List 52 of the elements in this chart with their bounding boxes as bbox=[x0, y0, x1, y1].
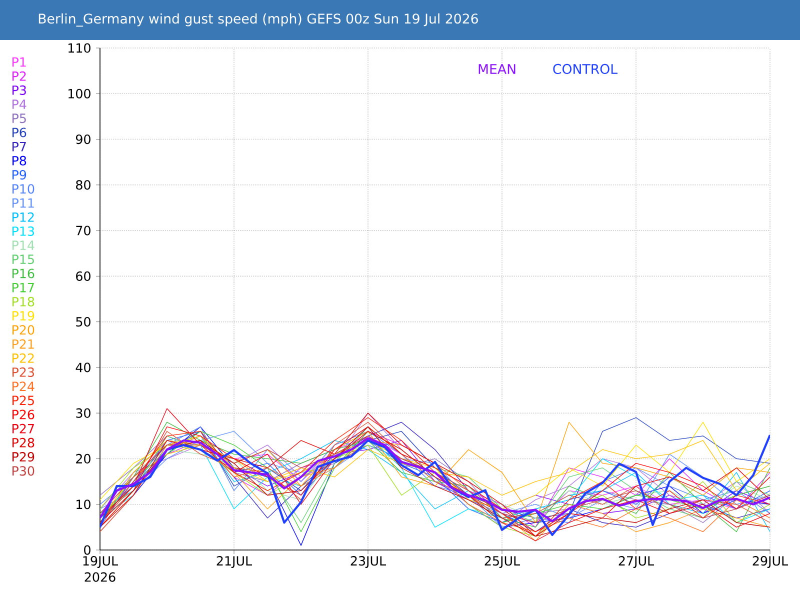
y-tick-label: 100 bbox=[68, 88, 90, 98]
text: P6 bbox=[12, 128, 26, 138]
text: P14 bbox=[12, 240, 34, 250]
text: P2 bbox=[12, 71, 26, 81]
text: P29 bbox=[12, 452, 34, 462]
text: P12 bbox=[12, 212, 34, 222]
y-tick-label: 70 bbox=[76, 226, 90, 236]
y-tick-label: 10 bbox=[76, 500, 90, 510]
text: P17 bbox=[12, 282, 34, 292]
y-tick-label: 40 bbox=[76, 362, 90, 372]
text: P25 bbox=[12, 396, 34, 406]
x-tick-label: 23JUL bbox=[350, 556, 386, 568]
text: P16 bbox=[12, 268, 34, 278]
y-tick-label: 60 bbox=[76, 271, 90, 281]
text: P7 bbox=[12, 142, 26, 152]
x-tick-label: 27JUL bbox=[618, 556, 654, 568]
text: P21 bbox=[12, 339, 34, 349]
y-tick-label: 80 bbox=[76, 180, 90, 190]
text: P8 bbox=[12, 156, 26, 166]
text: P13 bbox=[12, 226, 34, 236]
y-tick-label: 110 bbox=[68, 43, 90, 53]
text: P20 bbox=[12, 325, 34, 335]
text: P24 bbox=[12, 382, 34, 391]
text: P23 bbox=[12, 367, 34, 377]
x-tick-label: 25JUL bbox=[484, 556, 520, 568]
text: P3 bbox=[12, 85, 26, 95]
text: P15 bbox=[12, 254, 34, 264]
text: P1 bbox=[12, 57, 26, 67]
text: P11 bbox=[12, 198, 34, 208]
chart-title: Berlin_Germany wind gust speed (mph) GEFS 00z Sun 19 Jul 2026 bbox=[38, 13, 478, 27]
text: CONTROL bbox=[553, 64, 618, 74]
text: P19 bbox=[12, 311, 34, 321]
x-tick-label: 29JUL bbox=[752, 556, 788, 568]
text: 2026 bbox=[84, 572, 116, 582]
text: P26 bbox=[12, 410, 34, 420]
text: P9 bbox=[12, 170, 26, 180]
y-tick-label: 0 bbox=[84, 545, 90, 555]
text: P28 bbox=[12, 438, 34, 448]
y-tick-label: 90 bbox=[76, 134, 90, 144]
x-tick-label: 19JUL bbox=[83, 556, 118, 568]
y-tick-label: 20 bbox=[76, 454, 90, 464]
text: P10 bbox=[12, 184, 34, 194]
text: P30 bbox=[12, 466, 34, 476]
text: P27 bbox=[12, 424, 34, 434]
text: MEAN bbox=[478, 64, 516, 74]
text: P5 bbox=[12, 114, 26, 124]
text: P18 bbox=[12, 296, 34, 306]
text: P22 bbox=[12, 353, 34, 363]
y-tick-label: 30 bbox=[76, 408, 90, 418]
x-tick-label: 21JUL bbox=[216, 556, 252, 568]
text: P4 bbox=[12, 100, 26, 109]
y-tick-label: 50 bbox=[76, 317, 90, 327]
